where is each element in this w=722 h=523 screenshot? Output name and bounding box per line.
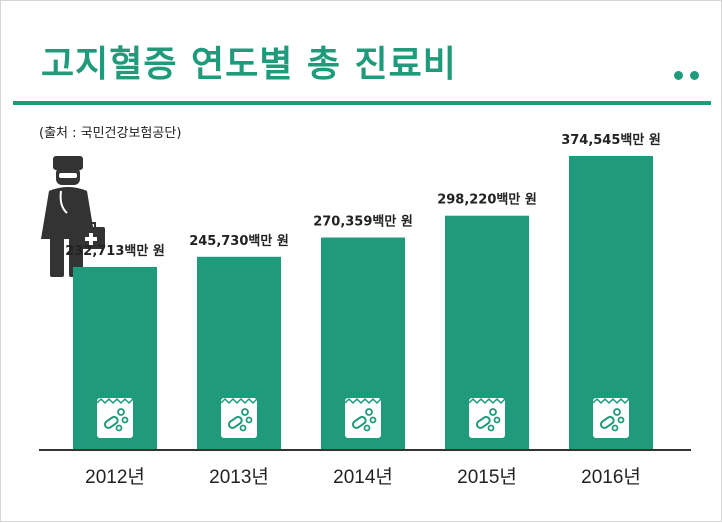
medicine-bag-icon: [220, 397, 258, 438]
medicine-bag-icon: [344, 397, 382, 438]
chart-title: 고지혈증 연도별 총 진료비: [41, 44, 457, 85]
category-label: 2014년: [333, 466, 393, 488]
bar-value-label: 374,545백만 원: [561, 132, 661, 148]
medicine-bag-icon: [468, 397, 506, 438]
source-note: (출처 : 국민건강보험공단): [39, 126, 182, 141]
dot-icon: [674, 71, 683, 80]
doctor-icon: [41, 156, 105, 277]
title-divider: [13, 101, 711, 105]
medicine-bag-icon: [592, 397, 630, 438]
bars-group: 232,713백만 원 2012년 245,730백만 원 2013년 270,359백…: [65, 132, 661, 488]
dot-icon: [690, 71, 699, 80]
category-label: 2016년: [581, 466, 641, 488]
decoration-dots: [674, 71, 699, 80]
bar-value-label: 270,359백만 원: [313, 214, 413, 230]
category-label: 2015년: [457, 466, 517, 488]
bar-value-label: 245,730백만 원: [189, 233, 289, 249]
bar-value-label: 232,713백만 원: [65, 243, 165, 259]
bar-value-label: 298,220백만 원: [437, 192, 537, 208]
category-label: 2013년: [209, 466, 269, 488]
category-label: 2012년: [85, 466, 145, 488]
medicine-bag-icon: [96, 397, 134, 438]
